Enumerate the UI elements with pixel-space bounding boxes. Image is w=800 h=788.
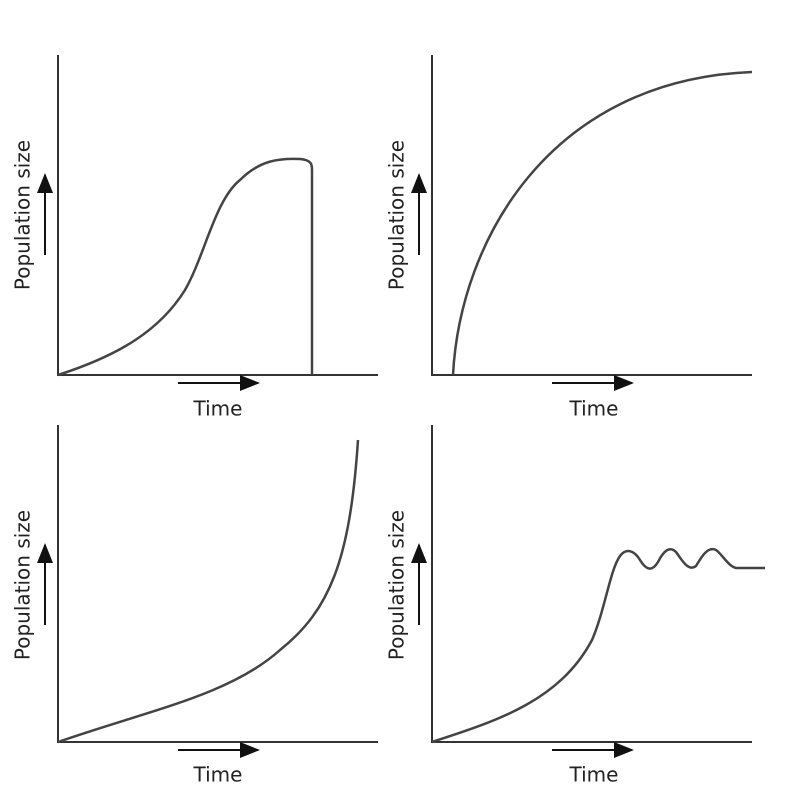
axes xyxy=(431,55,752,376)
panel: Time Population size xyxy=(11,55,378,421)
y-label: Population size xyxy=(11,140,35,290)
panel: Time Population size xyxy=(385,55,753,421)
x-label: Time xyxy=(569,763,619,787)
panel: Time Population size xyxy=(11,425,378,787)
curve xyxy=(57,157,314,377)
y-label: Population size xyxy=(11,510,35,660)
y-label: Population size xyxy=(385,140,409,290)
x-label: Time xyxy=(193,397,243,421)
axes xyxy=(431,425,752,743)
curve xyxy=(57,439,360,744)
x-label: Time xyxy=(193,763,243,787)
y-label: Population size xyxy=(385,510,409,660)
panel: Time Population size xyxy=(385,425,765,787)
curve xyxy=(431,547,765,744)
curve xyxy=(451,70,753,376)
x-label: Time xyxy=(569,397,619,421)
